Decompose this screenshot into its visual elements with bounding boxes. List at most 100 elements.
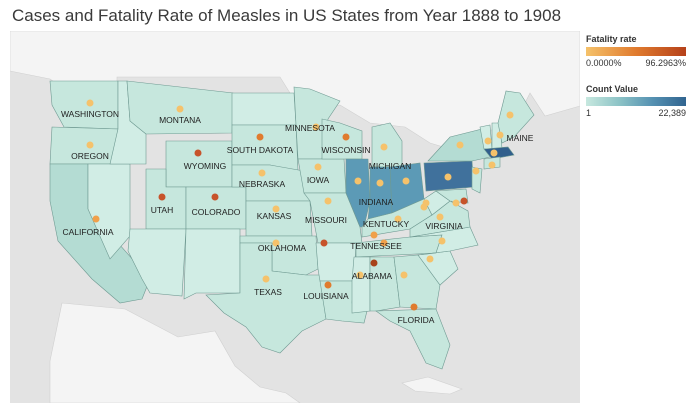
dot-colorado[interactable]: [211, 193, 219, 201]
dot-mississippi[interactable]: [356, 271, 364, 279]
dot-utah[interactable]: [158, 193, 166, 201]
state-shapes: [49, 80, 535, 370]
dot-montana[interactable]: [176, 105, 184, 113]
state-label: UTAH: [151, 205, 174, 215]
dot-illinois[interactable]: [354, 177, 362, 185]
dot-florida[interactable]: [410, 303, 418, 311]
state-label: NEBRASKA: [239, 179, 286, 189]
state-washington[interactable]: [49, 80, 119, 130]
state-label: ALABAMA: [352, 271, 392, 281]
dot-south-carolina[interactable]: [426, 255, 434, 263]
fatality-min-label: 0.0000%: [586, 58, 622, 68]
dot-michigan[interactable]: [380, 143, 388, 151]
cuba-land: [401, 376, 463, 395]
state-north-dakota[interactable]: [231, 92, 297, 126]
dot-kansas[interactable]: [272, 205, 280, 213]
dot-oklahoma[interactable]: [272, 239, 280, 247]
count-legend-labels: 1 22,389: [586, 108, 686, 120]
state-label: INDIANA: [359, 197, 394, 207]
state-maryland[interactable]: [435, 188, 469, 204]
dot-north-carolina[interactable]: [438, 237, 446, 245]
state-label: MINNESOTA: [285, 123, 335, 133]
state-georgia[interactable]: [393, 254, 441, 310]
dot-washington[interactable]: [86, 99, 94, 107]
dot-maryland[interactable]: [452, 199, 460, 207]
count-value-legend[interactable]: Count Value 1 22,389: [586, 84, 686, 120]
dot-missouri[interactable]: [324, 197, 332, 205]
chart-title: Cases and Fatality Rate of Measles in US…: [12, 6, 562, 25]
dot-new-hampshire[interactable]: [496, 131, 504, 139]
state-label-layer: WASHINGTON MONTANA MINNESOTA MAINE OREGO…: [61, 109, 534, 325]
count-min-label: 1: [586, 108, 592, 118]
state-label: CALIFORNIA: [62, 227, 113, 237]
dot-alabama[interactable]: [370, 259, 378, 267]
state-label: KENTUCKY: [363, 219, 410, 229]
state-label: SOUTH DAKOTA: [227, 145, 294, 155]
dot-virginia[interactable]: [436, 213, 444, 221]
state-maine[interactable]: [497, 90, 535, 144]
dot-vermont[interactable]: [484, 137, 492, 145]
count-color-ramp: [586, 97, 686, 106]
state-label: WYOMING: [184, 161, 227, 171]
state-label: MAINE: [507, 133, 534, 143]
dot-tennessee-2[interactable]: [370, 231, 378, 239]
state-label: MISSOURI: [305, 215, 347, 225]
state-label: MONTANA: [159, 115, 201, 125]
mexico-land: [49, 302, 301, 403]
dot-louisiana[interactable]: [324, 281, 332, 289]
state-mississippi[interactable]: [351, 256, 371, 314]
dot-texas[interactable]: [262, 275, 270, 283]
dot-indiana[interactable]: [376, 179, 384, 187]
dot-maine[interactable]: [506, 111, 514, 119]
dot-delaware[interactable]: [460, 197, 468, 205]
fatality-legend-title: Fatality rate: [586, 34, 637, 44]
state-label: VIRGINIA: [425, 221, 463, 231]
state-new-mexico[interactable]: [183, 228, 241, 300]
state-label: FLORIDA: [398, 315, 435, 325]
dot-oregon[interactable]: [86, 141, 94, 149]
dot-tennessee[interactable]: [380, 239, 388, 247]
dot-arkansas[interactable]: [320, 239, 328, 247]
fatality-rate-legend[interactable]: Fatality rate 0.0000% 96.2963%: [586, 34, 686, 70]
state-label: KANSAS: [257, 211, 292, 221]
state-massachusetts[interactable]: [483, 146, 515, 160]
state-alabama[interactable]: [369, 256, 401, 312]
state-label: WISCONSIN: [321, 145, 370, 155]
state-label: OKLAHOMA: [258, 243, 307, 253]
state-label: TENNESSEE: [350, 241, 402, 251]
state-label: LOUISIANA: [303, 291, 349, 301]
dot-georgia[interactable]: [400, 271, 408, 279]
dot-new-jersey[interactable]: [472, 167, 480, 175]
count-max-label: 22,389: [658, 108, 686, 118]
dot-south-dakota[interactable]: [256, 133, 264, 141]
state-indiana[interactable]: [367, 166, 393, 220]
dot-california[interactable]: [92, 215, 100, 223]
map-area[interactable]: WASHINGTON MONTANA MINNESOTA MAINE OREGO…: [10, 31, 580, 403]
dot-pennsylvania[interactable]: [444, 173, 452, 181]
fatality-color-ramp: [586, 47, 686, 56]
dot-massachusetts[interactable]: [490, 149, 498, 157]
dot-wisconsin[interactable]: [342, 133, 350, 141]
state-michigan[interactable]: [371, 122, 403, 168]
fatality-legend-labels: 0.0000% 96.2963%: [586, 58, 686, 70]
dot-wyoming[interactable]: [194, 149, 202, 157]
fatality-max-label: 96.2963%: [645, 58, 686, 68]
state-label: WASHINGTON: [61, 109, 119, 119]
dot-ohio[interactable]: [402, 177, 410, 185]
state-label: OREGON: [71, 151, 109, 161]
us-map[interactable]: WASHINGTON MONTANA MINNESOTA MAINE OREGO…: [10, 31, 580, 403]
count-legend-title: Count Value: [586, 84, 639, 94]
fatality-dots: [86, 99, 514, 311]
dot-iowa[interactable]: [314, 163, 322, 171]
dot-kentucky[interactable]: [394, 215, 402, 223]
dot-new-york[interactable]: [456, 141, 464, 149]
state-label: MICHIGAN: [369, 161, 412, 171]
state-florida[interactable]: [375, 308, 451, 370]
dot-minnesota[interactable]: [312, 123, 320, 131]
state-texas[interactable]: [205, 242, 327, 354]
dot-west-virginia[interactable]: [422, 199, 430, 207]
dot-nebraska[interactable]: [258, 169, 266, 177]
state-label: TEXAS: [254, 287, 282, 297]
state-label: COLORADO: [192, 207, 241, 217]
dot-connecticut[interactable]: [488, 161, 496, 169]
